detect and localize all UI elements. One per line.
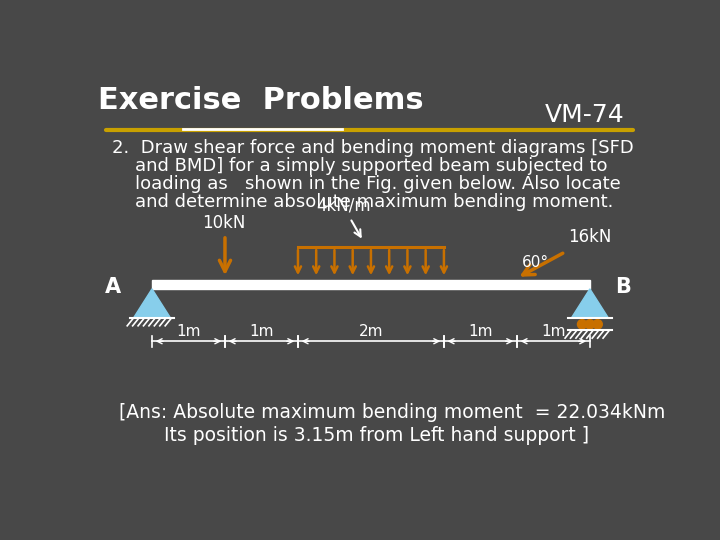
Text: and BMD] for a simply supported beam subjected to: and BMD] for a simply supported beam sub… [112,157,607,175]
Text: 2m: 2m [359,324,383,339]
Polygon shape [133,289,171,318]
Text: 1m: 1m [468,324,492,339]
Text: [Ans: Absolute maximum bending moment  = 22.034kNm: [Ans: Absolute maximum bending moment = … [120,403,666,422]
Text: and determine absolute maximum bending moment.: and determine absolute maximum bending m… [112,193,613,211]
Text: 1m: 1m [176,324,201,339]
Text: 2.  Draw shear force and bending moment diagrams [SFD: 2. Draw shear force and bending moment d… [112,139,634,158]
Text: 16kN: 16kN [568,228,612,246]
Circle shape [585,320,595,329]
Text: B: B [615,278,631,298]
Polygon shape [571,289,608,318]
Text: Its position is 3.15m from Left hand support ]: Its position is 3.15m from Left hand sup… [163,427,589,446]
Text: 1m: 1m [541,324,566,339]
Bar [152,280,590,289]
Text: Exercise  Problems: Exercise Problems [98,86,423,115]
Text: 60°: 60° [521,255,549,270]
Circle shape [593,320,602,329]
Text: 10kN: 10kN [202,214,245,232]
Text: A: A [105,278,121,298]
Text: loading as   shown in the Fig. given below. Also locate: loading as shown in the Fig. given below… [112,175,621,193]
Circle shape [577,320,587,329]
Text: 4kN/m: 4kN/m [317,197,371,215]
Text: VM-74: VM-74 [545,103,625,127]
Text: 1m: 1m [249,324,274,339]
